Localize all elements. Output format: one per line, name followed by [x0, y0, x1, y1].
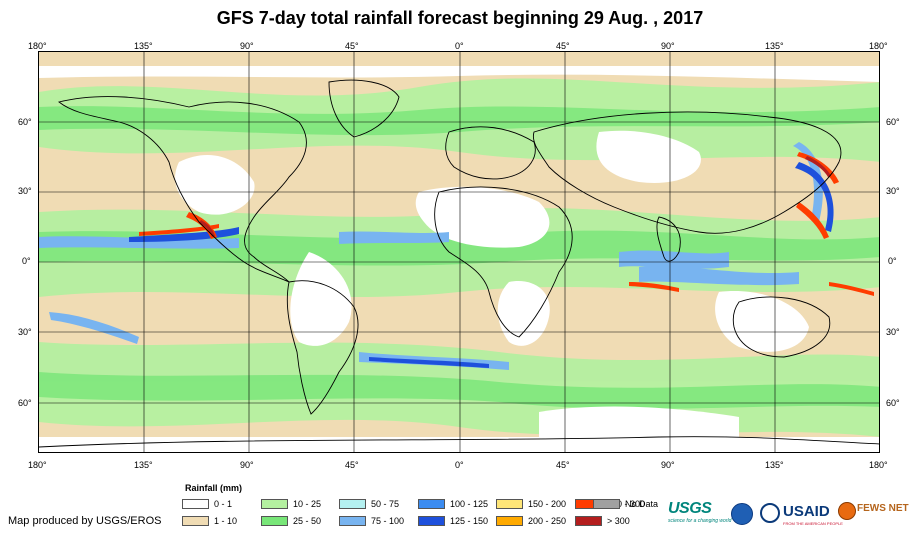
lon-tick: 180°: [28, 460, 47, 470]
legend-label: No Data: [625, 499, 659, 509]
lat-tick: 0°: [22, 256, 31, 266]
lat-tick: 60°: [886, 117, 900, 127]
map-title: GFS 7-day total rainfall forecast beginn…: [216, 8, 704, 28]
asia-outline: [532, 111, 842, 234]
lon-tick: 180°: [869, 41, 888, 51]
legend-label: 10 - 25: [293, 499, 322, 509]
legend-label: 250 - 300: [607, 499, 646, 509]
legend-label: 1 - 10: [214, 516, 238, 526]
lat-tick: 60°: [886, 398, 900, 408]
legend-swatch: [418, 516, 445, 526]
legend-swatch: [182, 499, 209, 509]
usgs-tagline: science for a changing world: [668, 518, 732, 524]
legend-item: > 300: [575, 515, 630, 527]
legend-label: 200 - 250: [528, 516, 567, 526]
europe-outline: [445, 126, 536, 180]
legend-label: 25 - 50: [293, 516, 322, 526]
dry-regions: [39, 66, 879, 452]
legend-label: 100 - 125: [450, 499, 489, 509]
lat-tick: 30°: [18, 327, 32, 337]
legend-label: 150 - 200: [528, 499, 567, 509]
lat-tick: 60°: [18, 117, 32, 127]
greenland-outline: [328, 79, 400, 138]
lon-tick: 90°: [240, 41, 254, 51]
legend-item: 50 - 75: [339, 498, 399, 510]
legend-label: 125 - 150: [450, 516, 489, 526]
lon-tick: 135°: [765, 41, 784, 51]
legend-swatch: [575, 516, 602, 526]
legend-swatch: [182, 516, 209, 526]
legend-title: Rainfall (mm): [185, 483, 243, 493]
lat-tick: 30°: [886, 327, 900, 337]
legend-swatch: [339, 499, 366, 509]
lon-tick: 135°: [765, 460, 784, 470]
lon-tick: 0°: [455, 41, 464, 51]
legend-swatch: [261, 499, 288, 509]
legend-label: 75 - 100: [371, 516, 405, 526]
legend-swatch: [496, 499, 523, 509]
legend-label: 0 - 1: [214, 499, 233, 509]
india-outline: [656, 216, 681, 262]
usaid-logo[interactable]: USAID FROM THE AMERICAN PEOPLE: [783, 503, 843, 526]
legend-item: No Data: [593, 498, 658, 510]
lon-tick: 180°: [28, 41, 47, 51]
legend-item: 200 - 250: [496, 515, 566, 527]
lat-tick: 30°: [886, 186, 900, 196]
lon-tick: 0°: [455, 460, 464, 470]
legend-item: 25 - 50: [261, 515, 321, 527]
legend-item: 1 - 10: [182, 515, 237, 527]
lon-tick: 90°: [240, 460, 254, 470]
lon-tick: 45°: [345, 41, 359, 51]
antarctica-outline: [39, 436, 879, 448]
legend-item: 0 - 1: [182, 498, 232, 510]
legend-item: 75 - 100: [339, 515, 404, 527]
lon-tick: 135°: [134, 460, 153, 470]
legend-swatch: [496, 516, 523, 526]
south-america-outline: [286, 280, 359, 415]
legend-item: 100 - 125: [418, 498, 488, 510]
usgs-logo[interactable]: USGS science for a changing world: [668, 500, 731, 524]
legend-swatch: [593, 499, 620, 509]
credit-text: Map produced by USGS/EROS: [8, 515, 162, 527]
noaa-icon[interactable]: [731, 503, 753, 525]
rain-extreme-darkred: [199, 156, 831, 237]
rainfall-map-graphic: [39, 52, 879, 452]
rainfall-map[interactable]: [38, 51, 880, 453]
lon-tick: 45°: [556, 460, 570, 470]
legend-swatch: [261, 516, 288, 526]
lat-tick: 0°: [888, 256, 897, 266]
legend-item: 150 - 200: [496, 498, 566, 510]
lon-tick: 90°: [661, 41, 675, 51]
north-america-outline: [58, 96, 307, 283]
australia-outline: [732, 296, 831, 358]
usgs-wordmark: USGS: [668, 500, 712, 517]
fewsnet-globe-icon: [838, 502, 856, 520]
usaid-wordmark: USAID: [783, 503, 830, 520]
lon-tick: 45°: [345, 460, 359, 470]
africa-outline: [434, 186, 573, 338]
coastlines: [39, 79, 879, 448]
legend-swatch: [418, 499, 445, 509]
legend-item: 125 - 150: [418, 515, 488, 527]
lon-tick: 180°: [869, 460, 888, 470]
legend-label: 50 - 75: [371, 499, 400, 509]
lon-tick: 135°: [134, 41, 153, 51]
lon-tick: 90°: [661, 460, 675, 470]
legend-label: > 300: [607, 516, 630, 526]
usaid-tagline: FROM THE AMERICAN PEOPLE: [783, 521, 843, 526]
lat-tick: 30°: [18, 186, 32, 196]
graticule: [39, 52, 879, 452]
lon-tick: 45°: [556, 41, 570, 51]
usaid-seal-icon: [760, 503, 780, 523]
lat-tick: 60°: [18, 398, 32, 408]
fewsnet-logo[interactable]: FEWS NET: [857, 503, 909, 514]
legend-swatch: [339, 516, 366, 526]
legend-item: 10 - 25: [261, 498, 321, 510]
